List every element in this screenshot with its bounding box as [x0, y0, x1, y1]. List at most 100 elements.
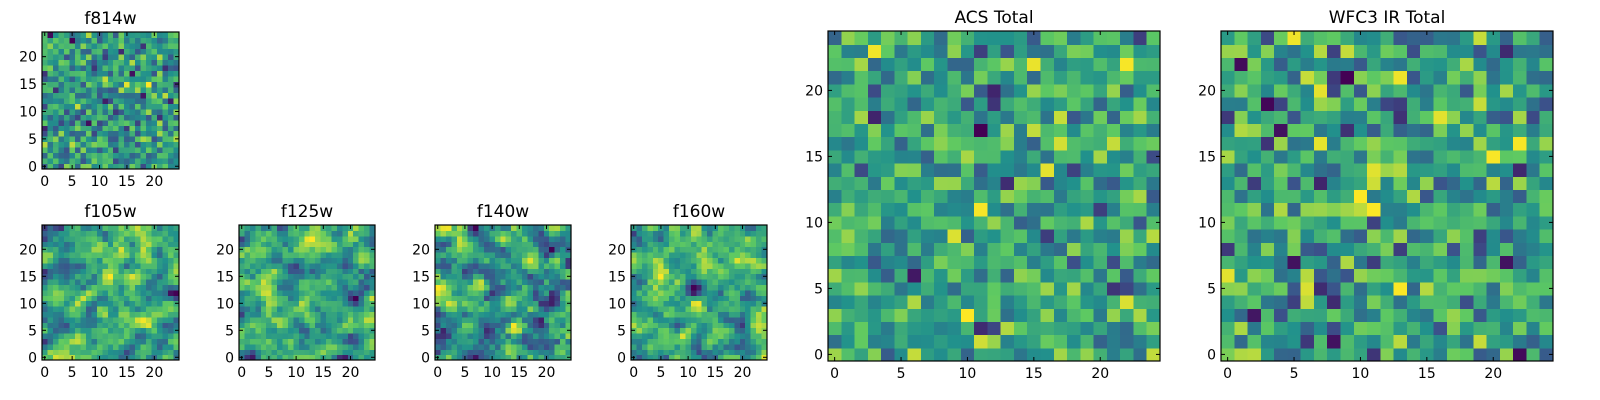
- heatmap-cell: [473, 284, 480, 291]
- heatmap-cell: [1133, 176, 1148, 190]
- heatmap-cell: [146, 252, 153, 258]
- heatmap-cell: [168, 333, 175, 339]
- heatmap-cell: [756, 289, 763, 296]
- heatmap-cell: [1093, 189, 1108, 204]
- heatmap-cell: [500, 268, 507, 275]
- heatmap-cell: [96, 295, 103, 302]
- heatmap-cell: [663, 354, 670, 361]
- heatmap-cell: [255, 230, 262, 237]
- heatmap-cell: [707, 306, 714, 312]
- heatmap-cell: [494, 230, 501, 237]
- heatmap-cell: [58, 343, 65, 350]
- heatmap-cell: [118, 295, 125, 302]
- heatmap-cell: [1053, 308, 1068, 322]
- heatmap-cell: [511, 316, 518, 323]
- heatmap-cell: [532, 289, 539, 296]
- heatmap-cell: [135, 343, 142, 350]
- heatmap-cell: [473, 354, 480, 361]
- heatmap-cell: [867, 136, 882, 151]
- heatmap-cell: [532, 225, 539, 231]
- heatmap-cell: [124, 279, 131, 285]
- heatmap-cell: [331, 257, 338, 264]
- heatmap-cell: [107, 114, 114, 121]
- heatmap-cell: [761, 262, 768, 269]
- heatmap-cell: [867, 347, 882, 362]
- heatmap-cell: [549, 262, 556, 269]
- heatmap-cell: [52, 92, 60, 99]
- heatmap-cell: [894, 110, 909, 124]
- heatmap-cell: [456, 289, 463, 296]
- heatmap-cell: [107, 119, 114, 126]
- heatmap-cell: [1327, 202, 1342, 217]
- heatmap-cell: [42, 37, 49, 44]
- heatmap-cell: [920, 163, 935, 177]
- heatmap-cell: [1313, 83, 1328, 98]
- heatmap-cell: [679, 316, 686, 323]
- heatmap-cell: [1499, 110, 1514, 124]
- heatmap-cell: [894, 57, 909, 72]
- heatmap-cell: [934, 70, 949, 85]
- heatmap-cell: [462, 252, 469, 258]
- heatmap-cell: [74, 289, 81, 296]
- heatmap-cell: [52, 108, 60, 115]
- heatmap-cell: [342, 338, 349, 345]
- heatmap-cell: [532, 343, 539, 350]
- heatmap-cell: [1260, 189, 1275, 204]
- heatmap-cell: [85, 32, 92, 39]
- heatmap-cell: [74, 333, 81, 339]
- heatmap-cell: [309, 273, 316, 280]
- heatmap-cell: [1393, 44, 1408, 58]
- heatmap-cell: [135, 316, 142, 323]
- heatmap-cell: [47, 48, 54, 55]
- heatmap-cell: [293, 273, 300, 280]
- heatmap-cell: [500, 306, 507, 312]
- heatmap-cell: [260, 284, 267, 291]
- heatmap-cell: [135, 136, 142, 143]
- heatmap-cell: [102, 295, 109, 302]
- heatmap-cell: [63, 64, 70, 71]
- heatmap-cell: [1013, 281, 1028, 296]
- heatmap-cell: [369, 257, 376, 264]
- heatmap-cell: [1340, 308, 1355, 322]
- heatmap-cell: [1420, 136, 1435, 151]
- heatmap-cell: [80, 235, 87, 242]
- heatmap-cell: [91, 343, 98, 350]
- heatmap-cell: [1013, 44, 1028, 58]
- heatmap-cell: [522, 230, 529, 237]
- heatmap-cell: [1486, 268, 1501, 283]
- heatmap-cell: [1420, 308, 1435, 322]
- heatmap-cell: [690, 284, 697, 291]
- heatmap-cell: [1106, 215, 1121, 230]
- heatmap-cell: [118, 86, 125, 93]
- heatmap-cell: [266, 322, 273, 329]
- heatmap-cell: [42, 103, 49, 110]
- heatmap-cell: [756, 235, 763, 242]
- heatmap-cell: [500, 327, 507, 334]
- heatmap-cell: [347, 306, 354, 312]
- heatmap-cell: [320, 262, 327, 269]
- heatmap-cell: [1080, 176, 1095, 190]
- heatmap-cell: [1287, 110, 1302, 124]
- heatmap-cell: [527, 327, 534, 334]
- heatmap-cell: [162, 246, 169, 253]
- heatmap-cell: [96, 284, 103, 291]
- heatmap-cell: [1133, 229, 1148, 243]
- heatmap-cell: [52, 343, 60, 350]
- heatmap-cell: [500, 333, 507, 339]
- heatmap-cell: [47, 108, 54, 115]
- heatmap-cell: [565, 241, 572, 248]
- heatmap-cell: [239, 230, 246, 237]
- heatmap-cell: [320, 338, 327, 345]
- axes-frame: [41, 31, 180, 170]
- heatmap-cell: [745, 257, 752, 264]
- heatmap-cell: [96, 92, 103, 99]
- heatmap-cell: [538, 295, 545, 302]
- heatmap-cell: [728, 343, 735, 350]
- heatmap-cell: [674, 257, 681, 264]
- heatmap-cell: [146, 257, 153, 264]
- y-tick-label: 0: [225, 350, 234, 366]
- heatmap-cell: [1260, 57, 1275, 72]
- heatmap-cell: [364, 273, 371, 280]
- heatmap-cell: [456, 322, 463, 329]
